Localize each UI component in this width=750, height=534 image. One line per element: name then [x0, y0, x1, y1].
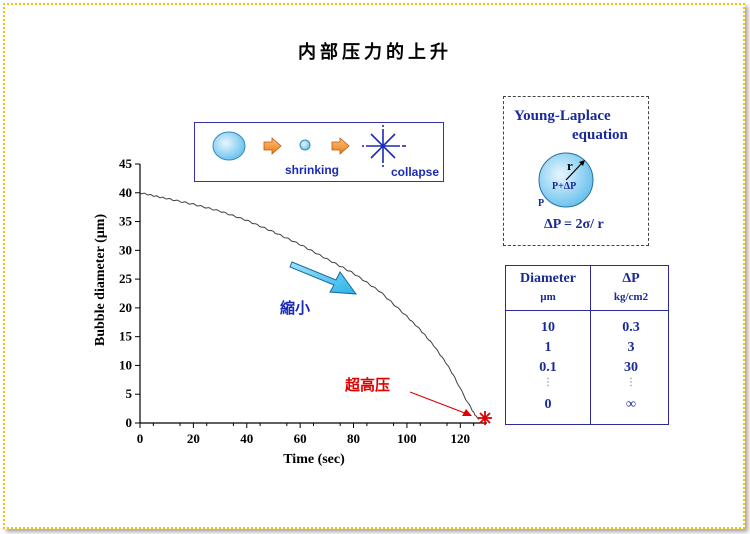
table-row: 10: [541, 320, 555, 335]
col2-header: ΔP: [622, 271, 640, 286]
y-tick-label: 45: [119, 156, 133, 171]
collapse-burst-icon: [478, 411, 492, 425]
x-tick-label: 100: [397, 431, 417, 446]
y-tick-label: 10: [119, 357, 132, 372]
col2-unit: kg/cm2: [613, 291, 649, 303]
legend-panel: shrinking collapse: [194, 122, 444, 182]
y-tick-label: 25: [119, 271, 133, 286]
collapse-label: collapse: [391, 165, 440, 179]
x-axis-label: Time (sec): [283, 452, 345, 467]
table-row: 0.3: [622, 320, 640, 335]
table-row: 1: [544, 340, 552, 355]
shrink-annotation: 縮小: [280, 299, 311, 317]
x-tick-label: 40: [240, 431, 253, 446]
x-tick-label: 60: [294, 431, 307, 446]
x-tick-label: 80: [347, 431, 360, 446]
radius-label: r: [567, 158, 573, 173]
collapse-star-icon: [362, 125, 406, 167]
arrow-right-icon: [331, 137, 350, 155]
shrinking-label: shrinking: [285, 163, 340, 177]
table-row: 3: [627, 340, 635, 355]
outer-pressure-label: P: [538, 198, 545, 209]
arrow-right-icon: [263, 137, 282, 155]
high-pressure-annotation: 超高压: [345, 376, 391, 394]
laplace-equation: ΔP = 2σ/ r: [544, 217, 604, 232]
inner-pressure-label: P+ΔP: [552, 181, 577, 192]
y-axis-label: Bubble diameter (µm): [93, 214, 108, 347]
shrink-arrow-icon: [289, 261, 358, 295]
y-tick-label: 30: [119, 242, 132, 257]
table-row: 30: [624, 360, 638, 375]
slide-title: 内部压力的上升: [298, 42, 452, 63]
diameter-curve: [139, 192, 480, 420]
y-tick-label: 20: [119, 300, 132, 315]
y-tick-label: 5: [126, 386, 133, 401]
col1-header: Diameter: [520, 271, 576, 286]
laplace-bubble-icon: [538, 152, 594, 208]
y-tick-label: 35: [119, 214, 133, 229]
bubble-large-icon: [212, 131, 246, 161]
bubble-small-icon: [299, 139, 311, 151]
x-tick-label: 20: [187, 431, 200, 446]
col1-unit: µm: [540, 291, 556, 303]
pressure-pointer-arrow: [409, 391, 472, 416]
table-row: 0.1: [539, 360, 557, 375]
x-tick-label: 120: [451, 431, 471, 446]
young-laplace-panel: Young-Laplace equation r P+ΔP P ΔP = 2σ/…: [503, 96, 649, 246]
table-row: ∞: [626, 397, 636, 412]
young-laplace-title: Young-Laplace equation: [514, 108, 628, 143]
y-tick-label: 0: [126, 415, 133, 430]
y-tick-label: 40: [119, 185, 132, 200]
y-tick-label: 15: [119, 329, 133, 344]
table-row: 0: [544, 397, 552, 412]
slide-frame: [3, 3, 745, 529]
x-tick-label: 0: [137, 431, 144, 446]
pressure-table: Diameter µm ΔP kg/cm2 10 0.3 1 3 0.1 30 …: [505, 265, 669, 425]
